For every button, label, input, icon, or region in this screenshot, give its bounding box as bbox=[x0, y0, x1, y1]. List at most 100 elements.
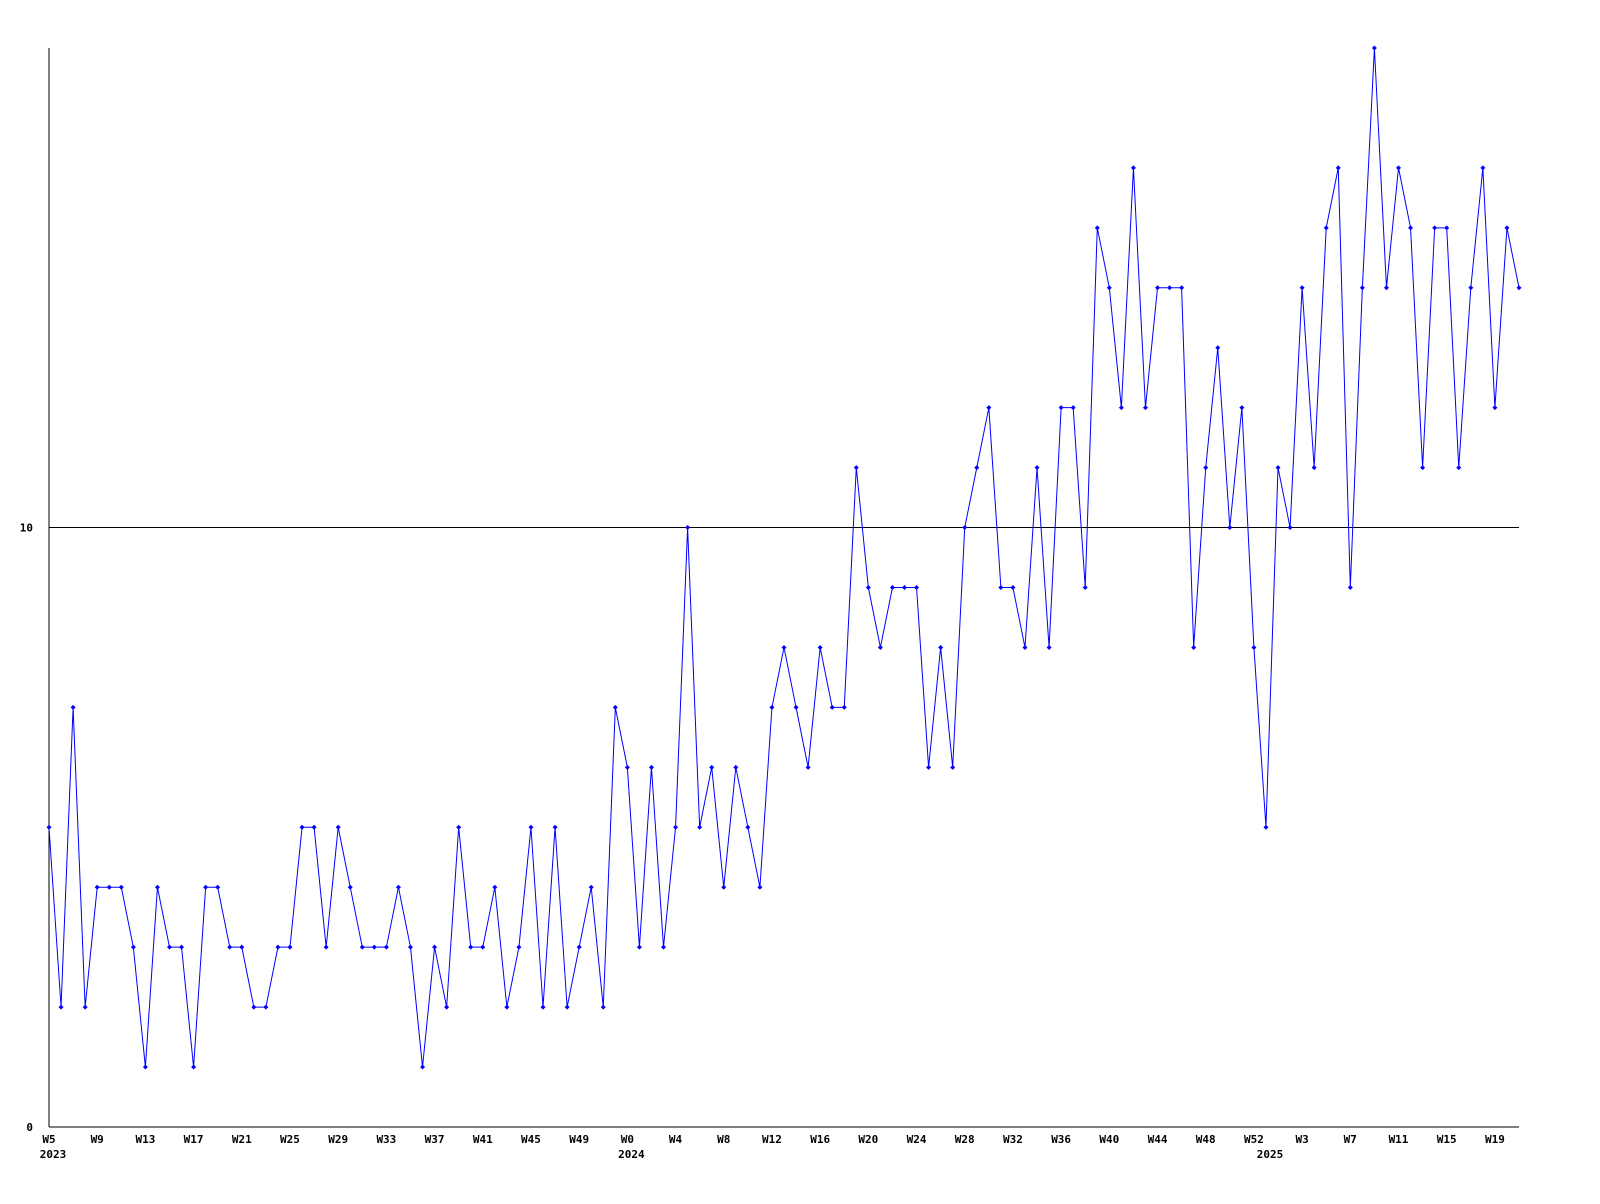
x-tick-label: W37 bbox=[425, 1133, 445, 1146]
point-marker bbox=[709, 764, 715, 770]
point-marker bbox=[1504, 225, 1510, 231]
x-year-label: 2025 bbox=[1257, 1148, 1284, 1161]
point-marker bbox=[745, 824, 751, 830]
point-marker bbox=[347, 884, 353, 890]
point-marker bbox=[974, 465, 980, 471]
point-marker bbox=[432, 944, 438, 950]
point-marker bbox=[1215, 345, 1221, 351]
point-marker bbox=[1227, 525, 1233, 531]
point-marker bbox=[323, 944, 329, 950]
point-marker bbox=[492, 884, 498, 890]
point-marker bbox=[1106, 285, 1112, 291]
point-marker bbox=[1239, 405, 1245, 411]
x-tick-label: W13 bbox=[135, 1133, 155, 1146]
point-marker bbox=[1142, 405, 1148, 411]
point-marker bbox=[239, 944, 245, 950]
point-marker bbox=[1263, 824, 1269, 830]
x-tick-label: W9 bbox=[91, 1133, 104, 1146]
point-marker bbox=[118, 884, 124, 890]
x-tick-label: W41 bbox=[473, 1133, 493, 1146]
point-marker bbox=[46, 824, 52, 830]
point-marker bbox=[1203, 465, 1209, 471]
point-marker bbox=[287, 944, 293, 950]
point-marker bbox=[203, 884, 209, 890]
point-marker bbox=[1492, 405, 1498, 411]
point-marker bbox=[769, 704, 775, 710]
point-marker bbox=[877, 644, 883, 650]
point-marker bbox=[986, 405, 992, 411]
point-marker bbox=[480, 944, 486, 950]
point-marker bbox=[685, 525, 691, 531]
point-marker bbox=[1335, 165, 1341, 171]
x-tick-label: W7 bbox=[1344, 1133, 1357, 1146]
point-marker bbox=[191, 1064, 197, 1070]
x-year-label: 2023 bbox=[40, 1148, 67, 1161]
point-marker bbox=[359, 944, 365, 950]
point-marker bbox=[1022, 644, 1028, 650]
point-marker bbox=[1359, 285, 1365, 291]
point-marker bbox=[1070, 405, 1076, 411]
point-marker bbox=[371, 944, 377, 950]
x-tick-label: W5 bbox=[42, 1133, 55, 1146]
x-tick-label: W11 bbox=[1389, 1133, 1409, 1146]
point-marker bbox=[865, 585, 871, 590]
point-marker bbox=[1323, 225, 1329, 231]
point-marker bbox=[1468, 285, 1474, 291]
x-tick-label: W17 bbox=[184, 1133, 204, 1146]
point-marker bbox=[154, 884, 160, 890]
point-marker bbox=[817, 644, 823, 650]
point-marker bbox=[889, 585, 895, 590]
x-tick-label: W52 bbox=[1244, 1133, 1264, 1146]
x-tick-label: W0 bbox=[621, 1133, 634, 1146]
x-tick-label: W19 bbox=[1485, 1133, 1505, 1146]
point-marker bbox=[299, 824, 305, 830]
point-marker bbox=[383, 944, 389, 950]
point-marker bbox=[1118, 405, 1124, 411]
point-marker bbox=[721, 884, 727, 890]
point-marker bbox=[516, 944, 522, 950]
point-marker bbox=[528, 824, 534, 830]
x-tick-label: W8 bbox=[717, 1133, 730, 1146]
x-tick-label: W24 bbox=[907, 1133, 927, 1146]
point-marker bbox=[444, 1004, 450, 1010]
point-marker bbox=[263, 1004, 269, 1010]
y-tick-label: 0 bbox=[26, 1121, 33, 1134]
point-marker bbox=[576, 944, 582, 950]
point-marker bbox=[1058, 405, 1064, 411]
point-marker bbox=[58, 1004, 64, 1010]
point-marker bbox=[395, 884, 401, 890]
point-marker bbox=[1456, 465, 1462, 471]
x-tick-label: W12 bbox=[762, 1133, 782, 1146]
point-marker bbox=[1251, 644, 1257, 650]
point-marker bbox=[636, 944, 642, 950]
point-marker bbox=[1420, 465, 1426, 471]
point-marker bbox=[215, 884, 221, 890]
x-tick-label: W44 bbox=[1148, 1133, 1168, 1146]
point-marker bbox=[420, 1064, 426, 1070]
point-marker bbox=[914, 585, 920, 590]
point-marker bbox=[1130, 165, 1136, 171]
point-marker bbox=[311, 824, 317, 830]
x-tick-label: W20 bbox=[858, 1133, 878, 1146]
point-marker bbox=[166, 944, 172, 950]
x-tick-label: W28 bbox=[955, 1133, 975, 1146]
point-marker bbox=[1371, 45, 1377, 51]
point-marker bbox=[70, 704, 76, 710]
point-marker bbox=[1010, 585, 1016, 590]
point-marker bbox=[661, 944, 667, 950]
point-marker bbox=[624, 764, 630, 770]
point-marker bbox=[733, 764, 739, 770]
x-tick-label: W4 bbox=[669, 1133, 683, 1146]
point-marker bbox=[926, 764, 932, 770]
x-tick-label: W3 bbox=[1295, 1133, 1308, 1146]
point-marker bbox=[757, 884, 763, 890]
point-marker bbox=[1275, 465, 1281, 471]
point-marker bbox=[1432, 225, 1438, 231]
point-marker bbox=[130, 944, 136, 950]
point-marker bbox=[251, 1004, 257, 1010]
x-tick-label: W15 bbox=[1437, 1133, 1457, 1146]
point-marker bbox=[1396, 165, 1402, 171]
point-marker bbox=[1311, 465, 1317, 471]
point-marker bbox=[1444, 225, 1450, 231]
point-marker bbox=[564, 1004, 570, 1010]
